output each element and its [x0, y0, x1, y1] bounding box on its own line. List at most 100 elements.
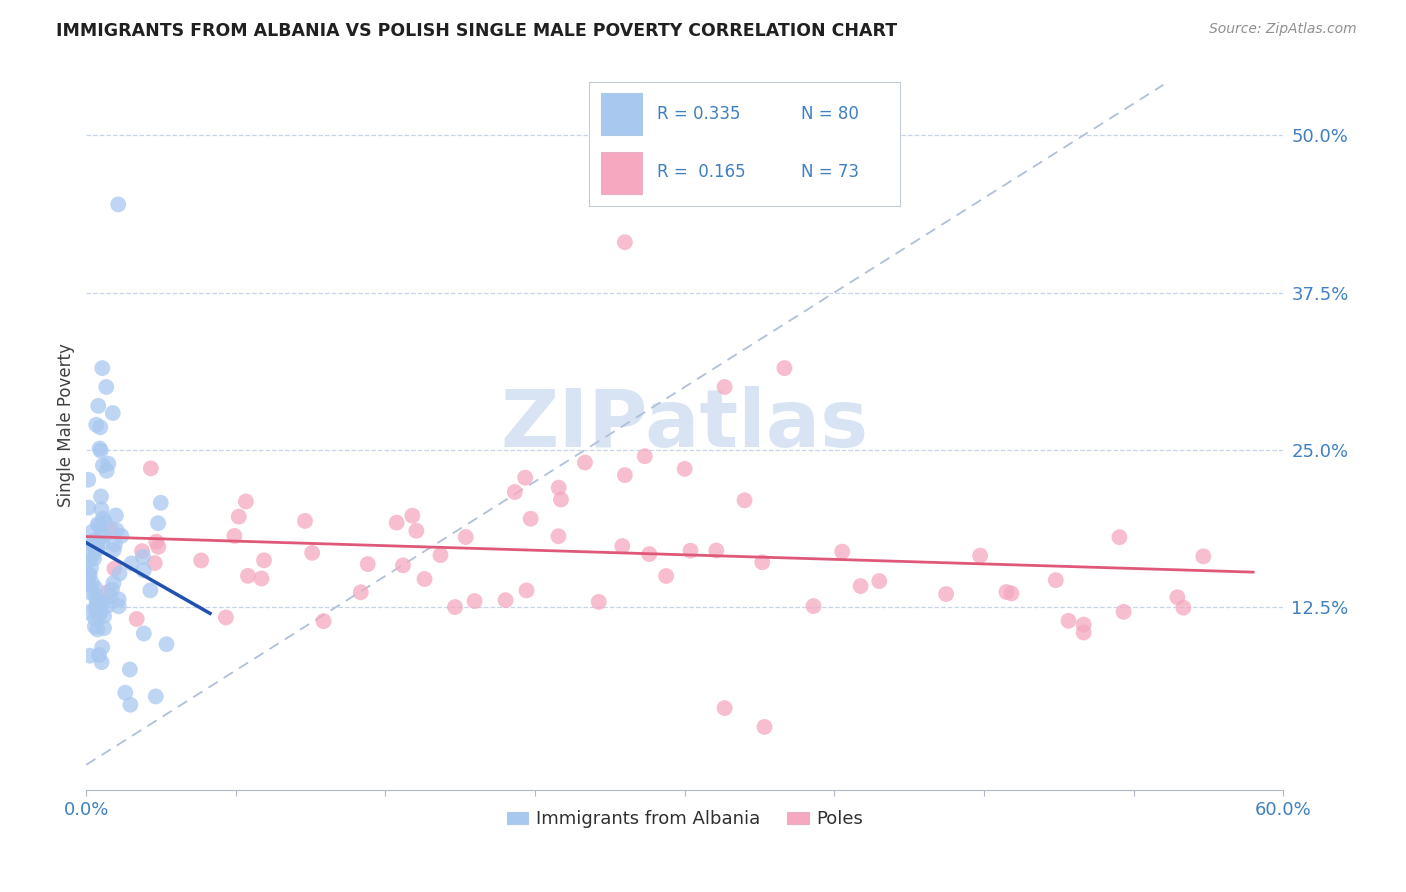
Point — [444, 600, 467, 615]
Point — [80, 586, 103, 600]
Point — [80, 561, 103, 575]
Point — [94, 516, 117, 530]
Point — [107, 599, 129, 614]
Point — [969, 549, 991, 563]
Point — [1073, 625, 1095, 640]
Point — [503, 485, 526, 500]
Point — [143, 556, 166, 570]
Point — [588, 595, 610, 609]
Point — [100, 590, 122, 604]
Point — [236, 569, 259, 583]
Point — [132, 549, 155, 564]
Point — [149, 496, 172, 510]
Point — [97, 599, 120, 613]
Point — [145, 534, 167, 549]
Point — [77, 605, 100, 619]
Point — [357, 557, 380, 571]
Point — [673, 462, 696, 476]
Point — [754, 720, 776, 734]
Point — [803, 599, 825, 613]
Point — [145, 690, 167, 704]
Point — [148, 540, 170, 554]
Point — [385, 516, 408, 530]
Point — [89, 420, 111, 434]
Point — [139, 583, 162, 598]
Point — [91, 595, 114, 609]
Point — [114, 686, 136, 700]
Point — [91, 511, 114, 525]
Point — [86, 535, 108, 549]
Point — [613, 468, 636, 483]
Point — [350, 585, 373, 599]
Point — [519, 512, 541, 526]
Point — [89, 442, 111, 456]
Point — [312, 614, 335, 628]
Point — [1073, 617, 1095, 632]
Point — [547, 529, 569, 543]
Legend: Immigrants from Albania, Poles: Immigrants from Albania, Poles — [499, 803, 870, 836]
Point — [704, 543, 727, 558]
Y-axis label: Single Male Poverty: Single Male Poverty — [58, 343, 75, 507]
Point — [86, 598, 108, 612]
Point — [79, 537, 101, 551]
Point — [93, 529, 115, 543]
Point — [91, 361, 114, 376]
Point — [190, 553, 212, 567]
Point — [104, 537, 127, 551]
Text: Source: ZipAtlas.com: Source: ZipAtlas.com — [1209, 22, 1357, 37]
Point — [250, 572, 273, 586]
Point — [464, 594, 486, 608]
Point — [91, 640, 114, 655]
Point — [86, 623, 108, 637]
Point — [89, 607, 111, 622]
Point — [90, 536, 112, 550]
Point — [90, 502, 112, 516]
Text: ZIPatlas: ZIPatlas — [501, 385, 869, 464]
Point — [613, 235, 636, 250]
Point — [574, 456, 596, 470]
Point — [96, 464, 118, 478]
Point — [79, 648, 101, 663]
Point — [1166, 591, 1188, 605]
Point — [86, 594, 108, 608]
Point — [301, 546, 323, 560]
Point — [294, 514, 316, 528]
Point — [100, 522, 122, 536]
Point — [679, 543, 702, 558]
Point — [392, 558, 415, 573]
Point — [90, 490, 112, 504]
Point — [118, 663, 141, 677]
Point — [1112, 605, 1135, 619]
Point — [87, 648, 110, 662]
Point — [713, 701, 735, 715]
Point — [612, 539, 634, 553]
Point — [547, 481, 569, 495]
Point — [1173, 600, 1195, 615]
Point — [132, 626, 155, 640]
Point — [515, 583, 537, 598]
Point — [83, 540, 105, 554]
Point — [96, 380, 118, 394]
Point — [224, 529, 246, 543]
Point — [429, 548, 451, 562]
Point — [83, 551, 105, 566]
Point — [87, 517, 110, 532]
Point — [96, 585, 118, 599]
Point — [77, 473, 100, 487]
Point — [97, 457, 120, 471]
Point — [103, 543, 125, 558]
Point — [84, 582, 107, 596]
Point — [751, 555, 773, 569]
Point — [638, 547, 661, 561]
Point — [90, 603, 112, 617]
Point — [103, 562, 125, 576]
Point — [103, 575, 125, 590]
Point — [1057, 614, 1080, 628]
Text: IMMIGRANTS FROM ALBANIA VS POLISH SINGLE MALE POVERTY CORRELATION CHART: IMMIGRANTS FROM ALBANIA VS POLISH SINGLE… — [56, 22, 897, 40]
Point — [1192, 549, 1215, 564]
Point — [513, 470, 536, 484]
Point — [120, 557, 142, 571]
Point — [634, 449, 657, 463]
Point — [84, 602, 107, 616]
Point — [101, 406, 124, 420]
